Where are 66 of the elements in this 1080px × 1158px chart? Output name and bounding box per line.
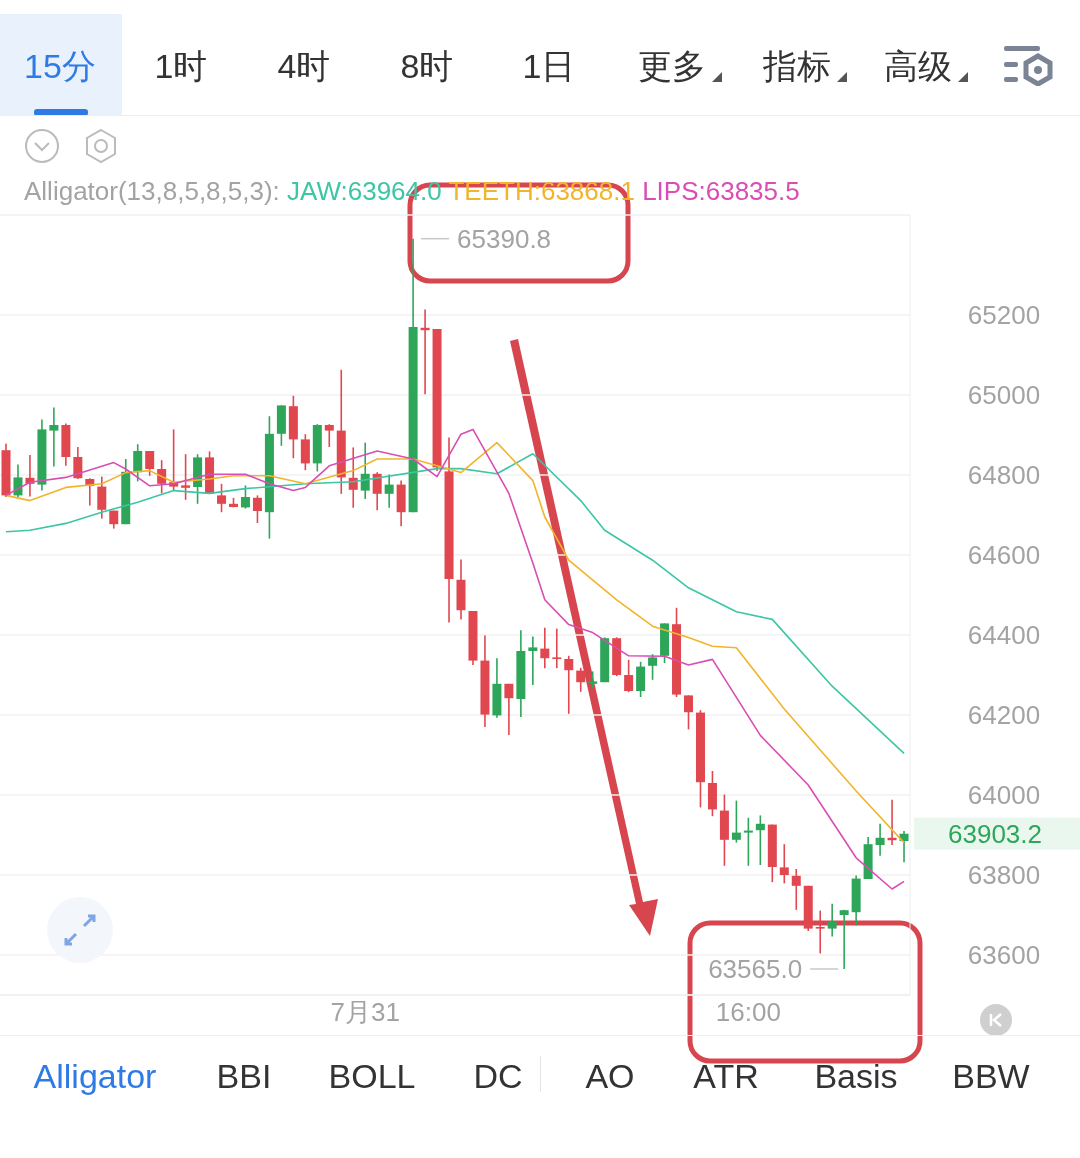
candlestick (743, 817, 753, 867)
text: 指标 (762, 46, 832, 87)
candlestick (731, 799, 741, 844)
line-series (5, 453, 905, 755)
text: 4时 (276, 46, 332, 87)
annotation: 65390.8 (457, 223, 552, 254)
text: ATR (692, 1056, 760, 1097)
candlestick (73, 446, 83, 480)
candlestick (755, 814, 765, 866)
candlestick (791, 868, 801, 911)
candlestick (504, 683, 514, 736)
text: BBW (951, 1056, 1031, 1097)
y-tick-label: 64400 (967, 620, 1041, 650)
candlestick (540, 627, 550, 669)
text: 15分 (23, 46, 97, 87)
y-tick-label: 64200 (967, 700, 1041, 730)
candlestick (648, 653, 658, 681)
text: Basis (813, 1056, 899, 1097)
candlestick (49, 406, 59, 468)
text: 63903.2 (948, 818, 1043, 849)
y-tick-label: 65000 (967, 380, 1041, 410)
candlestick (324, 423, 334, 448)
candlestick (217, 483, 227, 513)
candlestick (576, 667, 586, 693)
text: DC (472, 1056, 524, 1097)
x-tick-label: 7月31 (330, 997, 400, 1028)
candlestick (875, 823, 885, 857)
candlestick (684, 694, 693, 731)
text: 1时 (153, 46, 209, 87)
y-tick-label: 64800 (967, 460, 1041, 490)
y-tick-label: 63600 (967, 940, 1041, 970)
text: AO (584, 1056, 636, 1097)
candlestick (839, 909, 849, 970)
text: 高级 (883, 46, 953, 87)
candlestick (181, 453, 191, 501)
candlestick (815, 909, 825, 955)
candlestick (97, 475, 107, 520)
candlestick (372, 471, 382, 511)
candlestick (827, 903, 837, 938)
candlestick (552, 627, 562, 669)
y-tick-label: 64600 (967, 540, 1041, 570)
candlestick (624, 659, 634, 693)
annotation: 63565.0 (708, 954, 803, 984)
text: BOLL (327, 1056, 417, 1097)
candlestick (779, 843, 789, 885)
candlestick (13, 463, 23, 498)
candlestick (145, 450, 155, 477)
candlestick (240, 484, 250, 510)
candlestick (252, 494, 262, 524)
candlestick (564, 655, 574, 715)
x-tick-label: 16:00 (715, 997, 781, 1028)
y-tick-label: 65200 (967, 300, 1041, 330)
text: 更多 (637, 46, 707, 87)
text: 1日 (521, 46, 577, 87)
text: Alligator (32, 1056, 158, 1097)
candlestick (360, 441, 370, 500)
candlestick (588, 670, 598, 689)
text: BBI (215, 1056, 273, 1097)
candlestick (528, 635, 538, 686)
legend-title: Alligator(13,8,5,8,5,3): (24, 176, 281, 206)
y-tick-label: 64000 (967, 780, 1041, 810)
candlestick (133, 443, 143, 483)
text: LIPS:63835.5 (642, 176, 800, 206)
y-tick-label: 63800 (967, 860, 1041, 890)
candlestick (300, 433, 310, 471)
text: 8时 (399, 46, 455, 87)
